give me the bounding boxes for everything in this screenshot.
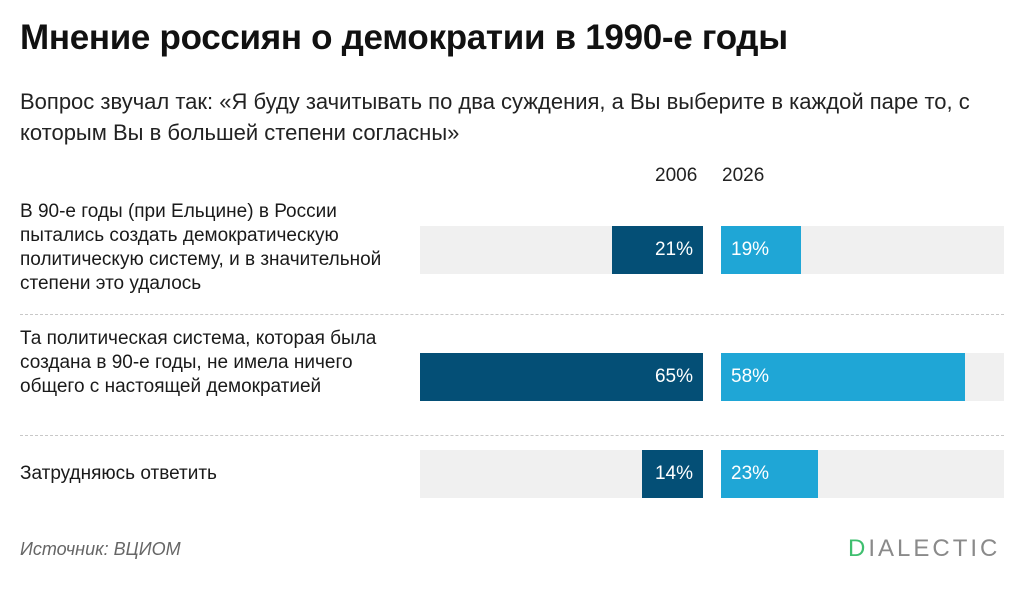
value-label-2026-row-3: 23% <box>731 463 770 484</box>
bar-2006-row-1 <box>611 226 703 274</box>
bar-2006-row-2 <box>420 353 703 401</box>
track-center-gap <box>703 353 721 401</box>
value-label-2006-row-3: 14% <box>654 463 693 484</box>
bar-2026-row-2 <box>721 353 965 401</box>
chart-title: Мнение россиян о демократии в 1990-е год… <box>20 18 788 57</box>
value-label-2026-row-2: 58% <box>731 366 770 387</box>
value-label-2006-row-1: 21% <box>654 239 693 260</box>
row-separator-1 <box>20 314 1004 315</box>
bar-2026-row-1 <box>721 226 801 274</box>
bar-2026-row-3 <box>721 450 818 498</box>
series-header-2026: 2026 <box>722 165 765 186</box>
category-label-1: В 90-е годы (при Ельцине) в России пытал… <box>20 201 382 294</box>
series-header-2006: 2006 <box>655 165 698 186</box>
bar-2006-row-3 <box>642 450 703 498</box>
source-note: Источник: ВЦИОМ <box>20 539 181 559</box>
row-separator-2 <box>20 435 1004 436</box>
category-label-2: Та политическая система, которая была со… <box>20 328 377 397</box>
value-label-2026-row-1: 19% <box>731 239 770 260</box>
track-center-gap <box>703 226 721 274</box>
value-label-2006-row-2: 65% <box>654 366 693 387</box>
bar-track-1 <box>420 226 1004 274</box>
track-center-gap <box>703 450 721 498</box>
category-label-3: Затрудняюсь ответить <box>20 463 217 484</box>
logo-text: IALECTIC <box>868 535 1001 562</box>
logo-accent-letter: D <box>848 535 869 562</box>
chart-subtitle: Вопрос звучал так: «Я буду зачитывать по… <box>20 89 970 145</box>
bar-track-3 <box>420 450 1004 498</box>
dialectic-logo: DIALECTIC <box>848 535 1000 563</box>
